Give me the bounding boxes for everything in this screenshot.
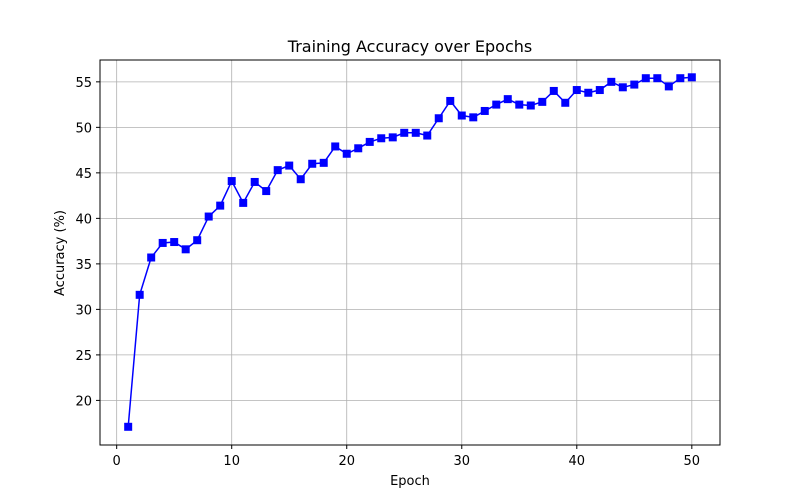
- data-point-marker: [285, 161, 294, 170]
- data-point-marker: [216, 201, 225, 210]
- y-tick-label: 45: [75, 167, 92, 182]
- data-point-marker: [342, 149, 351, 158]
- data-point-marker: [469, 113, 478, 122]
- data-point-marker: [147, 253, 156, 262]
- data-point-marker: [515, 100, 524, 109]
- grid-lines: [100, 60, 720, 445]
- data-point-marker: [446, 96, 455, 105]
- axis-ticks: 0 10 20 30 40 50 20 25 30 35 40 45 50 55: [75, 76, 700, 469]
- x-tick-label: 0: [113, 454, 121, 469]
- chart-title: Training Accuracy over Epochs: [287, 37, 532, 56]
- data-point-marker: [411, 128, 420, 137]
- data-point-marker: [676, 74, 685, 83]
- data-point-marker: [250, 177, 259, 186]
- x-tick-label: 50: [684, 454, 701, 469]
- data-point-marker: [124, 422, 133, 431]
- data-point-marker: [687, 73, 696, 82]
- y-tick-label: 20: [75, 394, 92, 409]
- x-tick-label: 30: [453, 454, 470, 469]
- x-axis-label: Epoch: [390, 474, 430, 489]
- data-point-marker: [273, 166, 282, 175]
- plot-frame: [99, 59, 721, 446]
- data-point-marker: [354, 144, 363, 153]
- data-point-marker: [365, 137, 374, 146]
- y-axis-label: Accuracy (%): [53, 210, 68, 296]
- data-point-marker: [549, 86, 558, 95]
- y-tick-label: 50: [75, 121, 92, 136]
- data-point-marker: [331, 142, 340, 151]
- data-point-marker: [296, 175, 305, 184]
- data-point-marker: [135, 290, 144, 299]
- data-point-marker: [618, 83, 627, 92]
- data-point-marker: [434, 114, 443, 123]
- data-point-marker: [538, 97, 547, 106]
- data-point-marker: [204, 212, 213, 221]
- data-point-marker: [388, 133, 397, 142]
- data-point-marker: [308, 159, 317, 168]
- data-point-marker: [227, 177, 236, 186]
- y-tick-label: 30: [75, 303, 92, 318]
- data-point-marker: [170, 238, 179, 247]
- data-point-marker: [653, 74, 662, 83]
- x-tick-label: 40: [569, 454, 586, 469]
- data-point-marker: [480, 106, 489, 115]
- data-point-marker: [572, 86, 581, 95]
- data-point-marker: [664, 82, 673, 91]
- data-point-marker: [526, 101, 535, 110]
- x-tick-label: 10: [223, 454, 240, 469]
- x-tick-label: 20: [338, 454, 355, 469]
- data-point-marker: [193, 236, 202, 245]
- y-tick-label: 25: [75, 349, 92, 364]
- data-point-marker: [607, 77, 616, 86]
- data-point-marker: [641, 74, 650, 83]
- data-point-marker: [630, 80, 639, 89]
- data-point-marker: [158, 238, 167, 247]
- y-tick-label: 35: [75, 258, 92, 273]
- data-point-marker: [423, 131, 432, 140]
- data-point-marker: [492, 100, 501, 109]
- data-point-marker: [400, 128, 409, 137]
- series-layer: [124, 73, 696, 431]
- data-point-marker: [584, 88, 593, 97]
- data-point-marker: [377, 134, 386, 143]
- data-point-marker: [239, 198, 248, 207]
- y-tick-label: 55: [75, 76, 92, 91]
- data-point-marker: [595, 86, 604, 95]
- data-point-marker: [181, 245, 190, 254]
- data-point-marker: [319, 158, 328, 167]
- y-tick-label: 40: [75, 212, 92, 227]
- data-point-marker: [262, 187, 271, 196]
- data-point-marker: [503, 95, 512, 104]
- data-point-marker: [561, 98, 570, 107]
- data-point-marker: [457, 111, 466, 120]
